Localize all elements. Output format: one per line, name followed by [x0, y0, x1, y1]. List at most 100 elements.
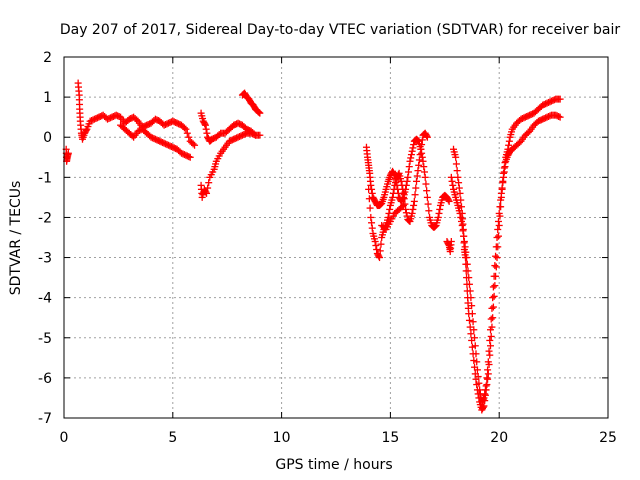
data-point: [479, 403, 487, 411]
y-tick-label: -1: [38, 170, 52, 186]
data-point: [473, 358, 481, 366]
y-tick-label: -7: [38, 411, 52, 427]
data-point: [407, 154, 415, 162]
data-point: [180, 124, 188, 132]
y-tick-labels: -7 -6 -5 -4 -3 -2 -1 0 1 2: [38, 50, 52, 427]
data-point: [256, 109, 264, 117]
data-point: [447, 173, 455, 181]
data-point: [474, 373, 482, 381]
data-point: [425, 207, 433, 215]
data-point: [475, 379, 483, 387]
data-point: [185, 153, 193, 161]
data-point: [186, 153, 194, 161]
axis-ticks: [63, 56, 609, 419]
data-point: [371, 238, 379, 246]
data-point: [471, 342, 479, 350]
data-point: [483, 374, 491, 382]
data-point: [470, 326, 478, 334]
data-point: [423, 187, 431, 195]
data-point: [410, 201, 418, 209]
data-point: [189, 140, 197, 148]
data-point: [205, 179, 213, 187]
data-point: [420, 168, 428, 176]
data-point: [499, 179, 507, 187]
data-point: [479, 395, 487, 403]
data-point: [473, 366, 481, 374]
data-point: [372, 242, 380, 250]
data-point: [452, 153, 460, 161]
data-point: [368, 224, 376, 232]
data-point: [465, 274, 473, 282]
plot-frame: [63, 56, 609, 419]
data-point: [254, 108, 262, 116]
data-point: [500, 173, 508, 181]
data-point: [201, 120, 209, 128]
data-point: [448, 177, 456, 185]
y-axis-label: SDTVAR / TECUs: [8, 181, 24, 296]
data-point: [452, 160, 460, 168]
data-point: [82, 127, 90, 135]
data-point: [455, 179, 463, 187]
data-point: [486, 326, 494, 334]
data-point: [481, 386, 489, 394]
data-point: [493, 254, 501, 262]
data-point: [422, 180, 430, 188]
data-point: [489, 303, 497, 311]
data-point: [404, 173, 412, 181]
x-tick-label: 10: [273, 430, 291, 446]
x-tick-label: 25: [599, 430, 617, 446]
data-point: [484, 358, 492, 366]
data-point: [459, 227, 467, 235]
x-tick-label: 5: [168, 430, 177, 446]
x-tick-label: 15: [381, 430, 399, 446]
y-tick-label: -3: [38, 251, 52, 267]
y-tick-label: 0: [43, 130, 52, 146]
data-point: [489, 314, 497, 322]
data-point: [365, 195, 373, 203]
data-point: [436, 205, 444, 213]
data-point: [398, 181, 406, 189]
data-point: [399, 201, 407, 209]
data-point: [482, 382, 490, 390]
data-point: [367, 213, 375, 221]
data-point: [444, 196, 452, 204]
data-point: [453, 167, 461, 175]
data-point: [489, 294, 497, 302]
data-point: [250, 131, 258, 139]
data-point: [463, 254, 471, 262]
data-point: [415, 161, 423, 169]
data-point: [384, 213, 392, 221]
data-point: [486, 342, 494, 350]
data-point: [414, 167, 422, 175]
data-point: [556, 95, 564, 103]
chart-title: Day 207 of 2017, Sidereal Day-to-day VTE…: [60, 22, 621, 38]
data-point: [417, 145, 425, 153]
data-point: [483, 381, 491, 389]
data-point: [255, 108, 263, 116]
data-point: [185, 133, 193, 141]
data-point: [435, 209, 443, 217]
data-point: [431, 222, 439, 230]
data-point: [487, 315, 495, 323]
data-point: [494, 217, 502, 225]
x-axis-label: GPS time / hours: [275, 457, 392, 473]
data-point: [418, 136, 426, 144]
data-point: [500, 168, 508, 176]
data-point: [491, 282, 499, 290]
y-tick-label: -5: [38, 331, 52, 347]
data-point: [402, 209, 410, 217]
data-point: [413, 172, 421, 180]
data-point: [202, 125, 210, 133]
data-point: [486, 336, 494, 344]
data-point: [251, 131, 259, 139]
data-point: [400, 195, 408, 203]
data-point: [501, 163, 509, 171]
data-point: [397, 177, 405, 185]
data-point: [373, 246, 381, 254]
data-point: [497, 196, 505, 204]
data-point: [365, 185, 373, 193]
data-point: [485, 347, 493, 355]
data-point: [487, 332, 495, 340]
data-point: [202, 188, 210, 196]
data-point: [424, 200, 432, 208]
